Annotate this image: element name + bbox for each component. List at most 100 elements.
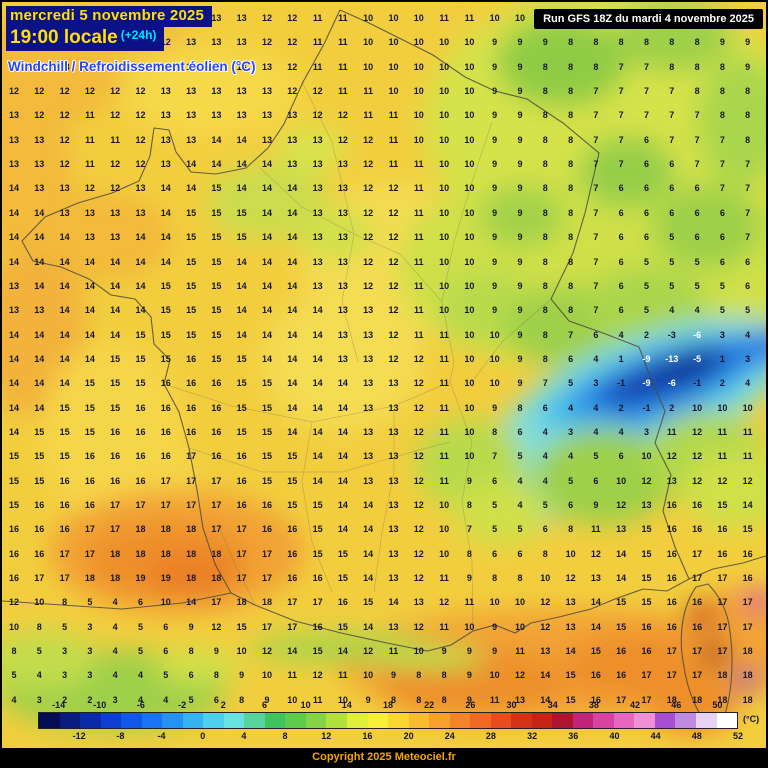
grid-value: 15 — [34, 451, 45, 462]
grid-value: 15 — [211, 305, 222, 316]
grid-value: 9 — [492, 621, 498, 632]
grid-value: 15 — [160, 329, 171, 340]
grid-value: 16 — [236, 451, 247, 462]
grid-value: 12 — [110, 159, 121, 170]
grid-value: 16 — [34, 548, 45, 559]
grid-value: 7 — [593, 305, 599, 316]
grid-value: 13 — [186, 37, 197, 48]
grid-value: 13 — [186, 110, 197, 121]
grid-value: 17 — [261, 573, 273, 584]
scale-color-cell — [490, 713, 512, 728]
grid-value: 8 — [542, 159, 548, 170]
grid-value: 11 — [312, 694, 323, 705]
grid-value: 17 — [692, 548, 703, 559]
grid-value: 9 — [492, 280, 498, 291]
scale-tick-label: -8 — [116, 731, 125, 741]
grid-value: 11 — [439, 475, 449, 486]
grid-value: -6 — [667, 378, 676, 389]
grid-value: 10 — [413, 134, 424, 145]
grid-value: 8 — [745, 86, 751, 97]
grid-value: 8 — [568, 110, 574, 121]
grid-value: 5 — [542, 500, 548, 510]
scale-color-cell — [408, 713, 430, 728]
grid-value: 14 — [261, 159, 273, 170]
grid-value: -1 — [642, 402, 651, 413]
grid-value: 18 — [160, 548, 171, 559]
grid-value: 18 — [211, 548, 222, 559]
grid-value: 16 — [186, 426, 197, 437]
grid-value: 9 — [517, 378, 523, 389]
grid-value: 14 — [8, 402, 20, 413]
scale-color-cell — [346, 713, 368, 728]
scale-tick-label: 20 — [403, 731, 414, 741]
grid-value: 12 — [692, 451, 703, 462]
grid-value: 8 — [416, 670, 422, 681]
grid-value: 9 — [466, 475, 472, 486]
grid-value: 7 — [593, 159, 599, 170]
grid-value: 9 — [542, 37, 548, 48]
grid-value: 9 — [517, 207, 523, 218]
grid-value: 11 — [388, 159, 399, 170]
grid-value: 5 — [745, 305, 751, 316]
scale-tick-label: 4 — [241, 731, 247, 741]
grid-value: 13 — [287, 159, 298, 170]
grid-value: 10 — [464, 256, 475, 267]
grid-value: 9 — [466, 694, 472, 705]
grid-value: 8 — [568, 524, 574, 535]
grid-value: 8 — [542, 86, 548, 97]
grid-value: 10 — [363, 670, 374, 681]
grid-value: 16 — [590, 694, 601, 705]
grid-value: 15 — [641, 548, 652, 559]
grid-value: 17 — [641, 694, 652, 705]
grid-value: 14 — [287, 426, 298, 437]
grid-value: 5 — [517, 524, 523, 535]
grid-value: 12 — [312, 86, 323, 97]
grid-value: 18 — [110, 573, 121, 584]
grid-value: 14 — [211, 159, 222, 170]
grid-value: 10 — [439, 110, 450, 121]
grid-value: 8 — [62, 597, 68, 608]
grid-value: 14 — [287, 207, 298, 218]
grid-value: 13 — [388, 378, 399, 389]
grid-value: 8 — [542, 353, 548, 364]
grid-value: 6 — [163, 646, 169, 657]
grid-value: 9 — [365, 694, 371, 705]
scale-color-cell — [716, 713, 738, 728]
grid-value: 1 — [618, 353, 624, 364]
grid-value: 14 — [287, 646, 298, 657]
grid-value: 6 — [643, 183, 650, 194]
grid-value: 12 — [110, 183, 121, 194]
grid-value: 4 — [36, 670, 42, 681]
grid-value: 14 — [59, 378, 70, 389]
grid-value: 14 — [312, 329, 323, 340]
grid-value: 15 — [363, 597, 374, 608]
grid-value: 16 — [692, 524, 703, 535]
scale-tick-label: 52 — [732, 731, 744, 741]
scale-color-cell — [675, 713, 696, 728]
grid-value: 10 — [692, 402, 703, 413]
grid-value: 10 — [439, 548, 450, 559]
grid-value: 12 — [135, 61, 146, 72]
grid-value: 10 — [439, 207, 450, 218]
grid-value: 16 — [59, 500, 70, 510]
grid-value: 6 — [669, 207, 675, 218]
grid-value: 14 — [261, 256, 273, 267]
grid-value: 5 — [669, 256, 675, 267]
grid-value: 6 — [618, 451, 624, 462]
grid-value: 8 — [568, 305, 574, 316]
grid-value: 11 — [464, 13, 475, 23]
grid-value: 3 — [87, 646, 93, 657]
grid-value: 2 — [719, 378, 725, 389]
grid-value: 9 — [390, 670, 397, 681]
grid-value: 8 — [568, 134, 574, 145]
grid-value: 16 — [59, 524, 70, 535]
grid-value: 14 — [34, 207, 45, 218]
grid-value: 10 — [413, 646, 424, 657]
grid-value: 16 — [211, 451, 222, 462]
grid-value: 14 — [110, 280, 121, 291]
grid-value: 12 — [363, 256, 374, 267]
grid-value: 12 — [363, 232, 374, 243]
grid-value: 12 — [413, 573, 424, 584]
grid-value: 13 — [312, 134, 323, 145]
grid-value: 17 — [616, 694, 627, 705]
